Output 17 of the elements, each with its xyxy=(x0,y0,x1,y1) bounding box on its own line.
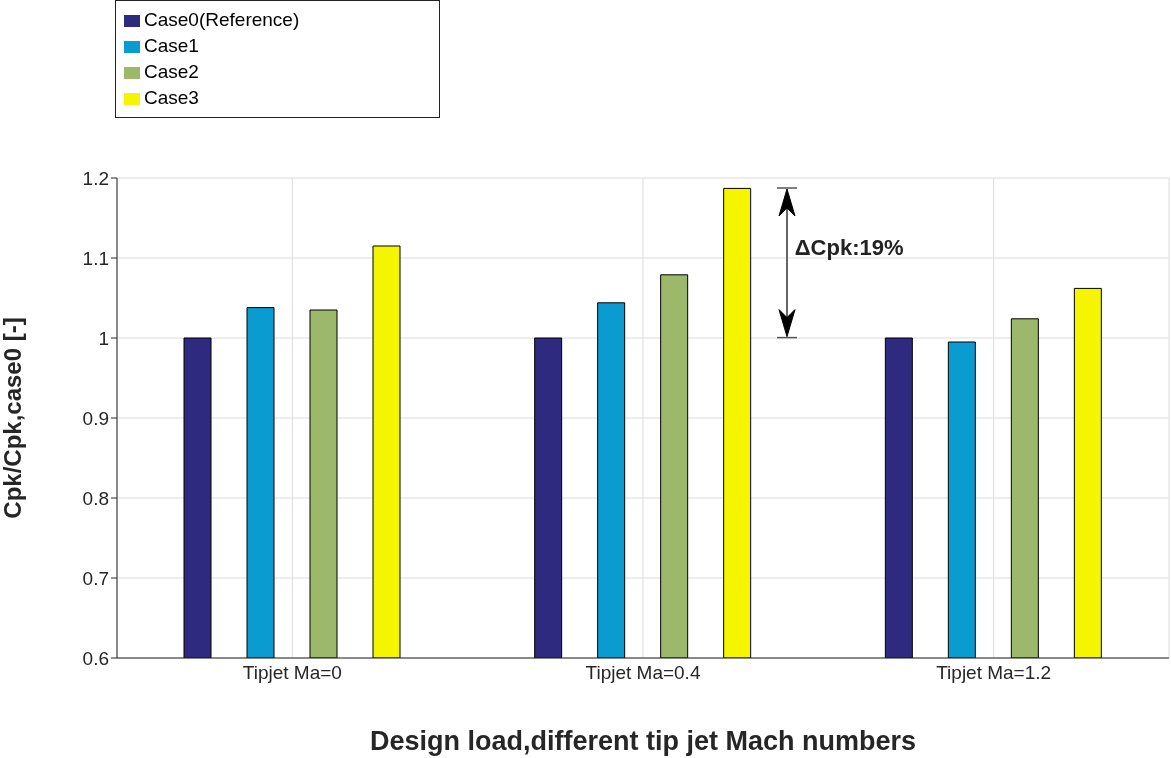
legend-label: Case0(Reference) xyxy=(144,9,300,30)
y-tick-label: 0.6 xyxy=(82,647,109,669)
legend-label: Case3 xyxy=(144,87,199,108)
y-tick-label: 1.2 xyxy=(82,167,109,189)
y-tick-label: 0.9 xyxy=(82,407,109,429)
y-tick-label: 0.7 xyxy=(82,567,109,589)
x-tick-label: Tipjet Ma=0.4 xyxy=(585,662,701,684)
y-tick-label: 0.8 xyxy=(82,487,109,509)
annotation: ΔCpk:19% xyxy=(794,235,904,261)
legend-label: Case1 xyxy=(144,35,199,56)
y-axis-title: Cpk/Cpk,case0 [-] xyxy=(0,317,26,519)
x-axis-title: Design load,different tip jet Mach numbers xyxy=(369,726,917,756)
y-tick-label: 1 xyxy=(98,327,109,349)
legend-label: Case2 xyxy=(144,61,199,82)
x-tick-label: Tipjet Ma=0 xyxy=(242,662,342,684)
x-tick-label: Tipjet Ma=1.2 xyxy=(936,662,1052,684)
y-tick-label: 1.1 xyxy=(82,247,109,269)
